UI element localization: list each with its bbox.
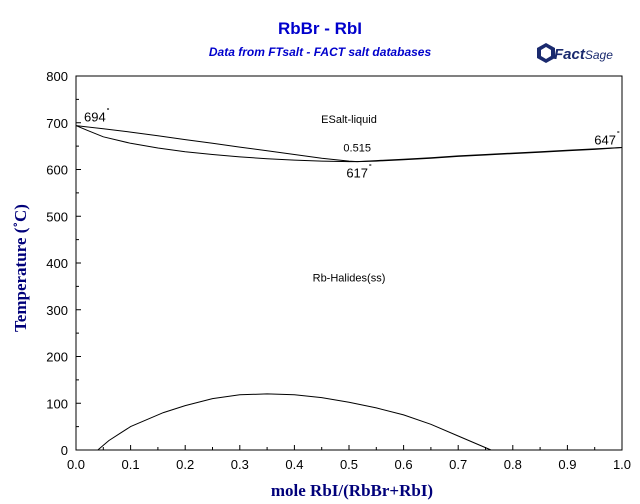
x-tick-label: 0.8 <box>504 457 522 472</box>
annotation-label: 0.515 <box>343 143 371 155</box>
annotation-label: ESalt-liquid <box>321 114 377 126</box>
y-axis-label: Temperature (˚C) <box>11 204 30 332</box>
annotation-label: 617 <box>346 166 368 181</box>
x-tick-label: 0.2 <box>176 457 194 472</box>
y-tick-label: 0 <box>61 443 68 458</box>
chart-subtitle: Data from FTsalt - FACT salt databases <box>208 45 432 59</box>
series-group <box>75 125 623 451</box>
degree-mark: ˚ <box>107 108 110 118</box>
x-tick-label: 1.0 <box>613 457 631 472</box>
x-tick-label: 0.3 <box>231 457 249 472</box>
series-line-2 <box>97 393 492 451</box>
y-tick-label: 300 <box>46 303 68 318</box>
x-tick-label: 0.5 <box>340 457 358 472</box>
degree-mark: ˚ <box>617 131 620 141</box>
degree-mark: ˚ <box>369 164 372 174</box>
x-tick-label: 0.1 <box>122 457 140 472</box>
factsage-logo: FactSage <box>536 40 620 72</box>
logo-wordmark: FactSage <box>554 46 613 63</box>
x-tick-label: 0.6 <box>395 457 413 472</box>
x-axis: 0.0 0.1 0.2 0.3 0.4 0.5 0.6 0.7 0.8 0.9 1.0 <box>67 445 631 472</box>
x-axis-label: mole RbI/(RbBr+RbI) <box>270 481 434 500</box>
series-line-1 <box>75 125 623 163</box>
plot-frame <box>75 75 623 451</box>
y-tick-label: 800 <box>46 69 68 84</box>
y-tick-label: 400 <box>46 256 68 271</box>
y-tick-label: 500 <box>46 209 68 224</box>
annotation-label: 694 <box>84 110 106 125</box>
x-tick-label: 0.4 <box>285 457 303 472</box>
logo-word-fact: Fact <box>554 46 585 63</box>
logo-word-sage: Sage <box>584 48 613 62</box>
chart-title: RbBr - RbI <box>277 19 363 38</box>
y-tick-label: 200 <box>46 350 68 365</box>
factsage-gem-icon <box>537 43 555 63</box>
annotation-label: Rb-Halides(ss) <box>313 273 386 285</box>
x-tick-label: 0.7 <box>449 457 467 472</box>
x-tick-label: 0.0 <box>67 457 85 472</box>
y-tick-label: 600 <box>46 163 68 178</box>
y-tick-label: 100 <box>46 396 68 411</box>
annotation-label: 647 <box>594 133 616 148</box>
x-tick-label: 0.9 <box>558 457 576 472</box>
y-axis: 0 100 200 300 400 500 600 700 800 <box>46 69 81 458</box>
y-tick-label: 700 <box>46 116 68 131</box>
